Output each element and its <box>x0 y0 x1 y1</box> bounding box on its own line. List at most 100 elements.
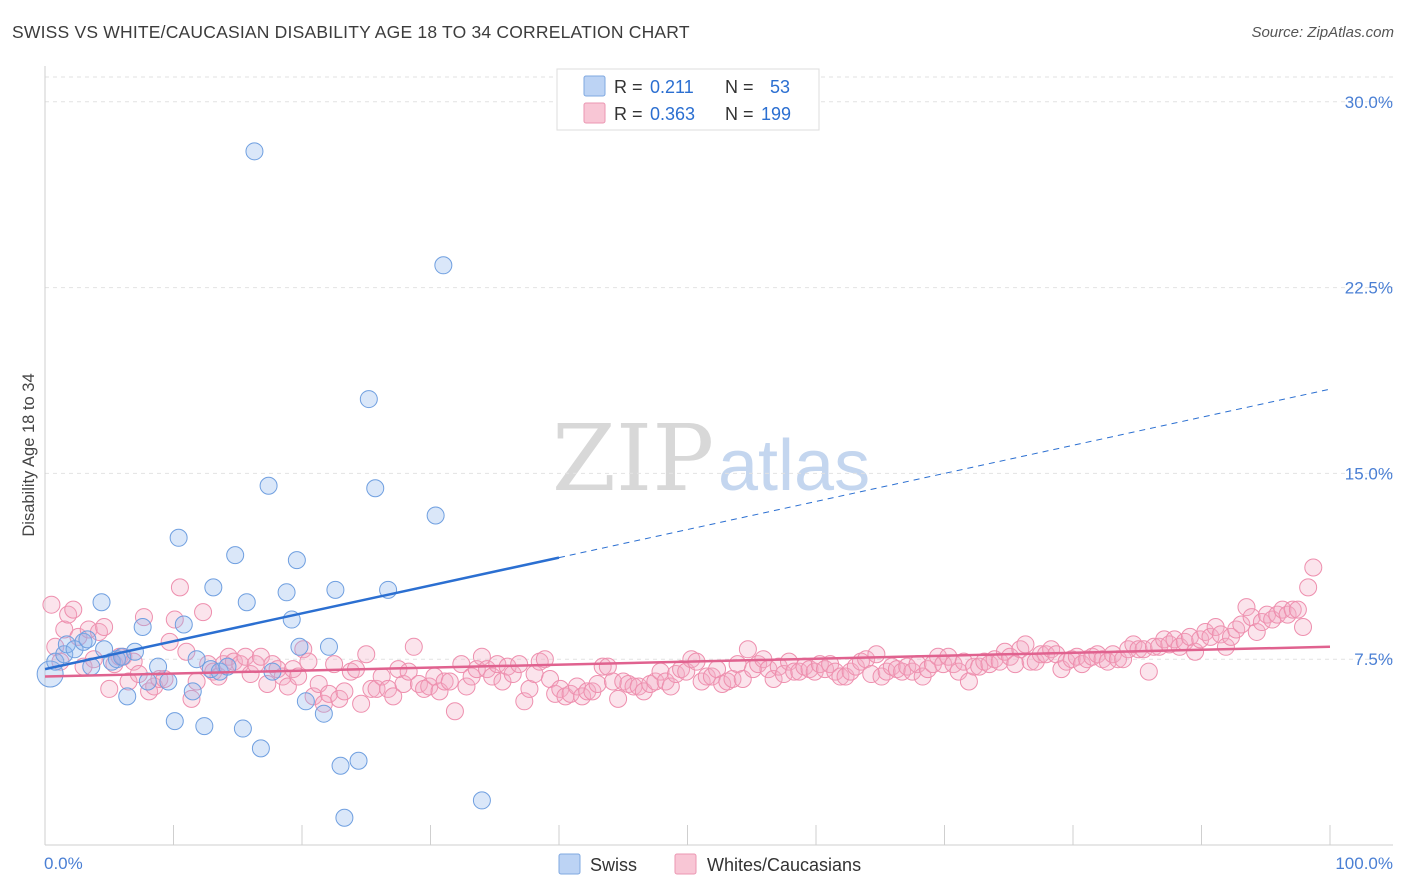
white-point <box>629 677 648 696</box>
white-point <box>862 665 881 684</box>
white-point <box>289 667 308 686</box>
tick-labels: 7.5% 15.0% 22.5% 30.0% 0.0% 100.0% <box>44 93 1393 873</box>
white-point <box>1088 645 1107 664</box>
swiss-point <box>237 593 256 612</box>
swiss-point <box>195 717 214 736</box>
white-points <box>42 558 1323 721</box>
white-point <box>738 640 757 659</box>
white-point <box>1134 640 1153 659</box>
white-point <box>415 679 434 698</box>
swiss-point <box>290 637 309 656</box>
white-point <box>877 662 896 681</box>
swiss-n-value: 53 <box>770 77 790 97</box>
white-point <box>1072 655 1091 674</box>
swiss-point <box>187 650 206 669</box>
white-point <box>634 682 653 701</box>
white-point <box>682 650 701 669</box>
white-point <box>1129 640 1148 659</box>
x-tick-label: 0.0% <box>44 854 83 873</box>
swiss-point <box>165 712 184 731</box>
y-tick-label: 15.0% <box>1345 464 1393 483</box>
watermark-zip: ZIP <box>552 405 714 512</box>
white-point <box>887 660 906 679</box>
white-point <box>384 687 403 706</box>
y-tick-label: 7.5% <box>1354 650 1393 669</box>
white-point <box>1273 600 1292 619</box>
legend-white-swatch <box>674 853 697 875</box>
white-point <box>236 647 255 666</box>
white-point <box>692 672 711 691</box>
swiss-point <box>319 637 338 656</box>
white-point <box>588 674 607 693</box>
swiss-point <box>426 506 445 525</box>
white-point <box>404 637 423 656</box>
swiss-point <box>366 479 385 498</box>
white-point <box>965 657 984 676</box>
swiss-point <box>245 142 264 161</box>
swiss-point <box>259 476 278 495</box>
legend-swiss-swatch <box>558 853 581 875</box>
swiss-n-label: N = <box>725 77 754 97</box>
white-point <box>119 672 138 691</box>
white-point <box>177 642 196 661</box>
white-point <box>995 642 1014 661</box>
swiss-swatch <box>583 75 606 97</box>
y-axis-title: Disability Age 18 to 34 <box>20 373 38 536</box>
white-r-value: 0.363 <box>650 104 695 124</box>
white-point <box>546 684 565 703</box>
white-point <box>134 608 153 627</box>
white-point <box>656 672 675 691</box>
axes <box>44 66 1393 846</box>
white-point <box>619 674 638 693</box>
white-point <box>352 694 371 713</box>
white-point <box>1155 630 1174 649</box>
white-point <box>1237 598 1256 617</box>
white-point <box>1078 650 1097 669</box>
white-point <box>170 578 189 597</box>
white-point <box>194 603 213 622</box>
white-point <box>603 672 622 691</box>
swiss-point <box>204 578 223 597</box>
white-point <box>790 662 809 681</box>
white-point <box>990 652 1009 671</box>
watermark: ZIP atlas <box>552 405 870 512</box>
swiss-r-value: 0.211 <box>650 77 694 97</box>
white-r-label: R = <box>614 104 643 124</box>
swiss-point <box>159 672 178 691</box>
white-point <box>488 655 507 674</box>
white-point <box>573 687 592 706</box>
swiss-point <box>434 256 453 275</box>
x-tick-label: 100.0% <box>1335 854 1393 873</box>
swiss-point <box>472 791 491 810</box>
white-point <box>1062 650 1081 669</box>
bottom-legend: Swiss Whites/Caucasians <box>558 853 861 875</box>
white-point <box>1216 637 1235 656</box>
white-point <box>241 665 260 684</box>
white-point <box>826 662 845 681</box>
white-point <box>831 667 850 686</box>
swiss-point <box>335 808 354 827</box>
legend-white-label: Whites/Caucasians <box>707 855 861 875</box>
white-point <box>140 682 159 701</box>
white-point <box>867 645 886 664</box>
swiss-point <box>226 546 245 565</box>
white-point <box>713 674 732 693</box>
swiss-point <box>65 640 84 659</box>
white-point <box>666 665 685 684</box>
white-point <box>435 672 454 691</box>
swiss-point <box>102 652 121 671</box>
swiss-point <box>174 615 193 634</box>
white-point <box>697 667 716 686</box>
white-point <box>1093 650 1112 669</box>
white-point <box>893 662 912 681</box>
white-point <box>165 610 184 629</box>
white-point <box>1160 635 1179 654</box>
white-point <box>800 660 819 679</box>
white-point <box>1288 600 1307 619</box>
white-point <box>815 660 834 679</box>
swiss-r-label: R = <box>614 77 643 97</box>
swiss-point <box>183 682 202 701</box>
legend-swiss-label: Swiss <box>590 855 637 875</box>
white-point <box>898 657 917 676</box>
